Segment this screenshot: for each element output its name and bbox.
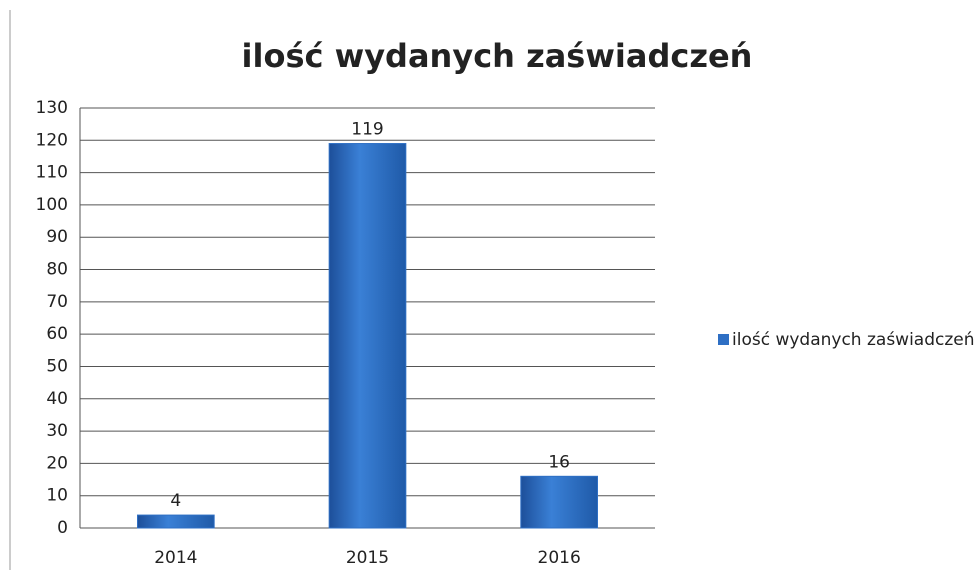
x-tick-label: 2014: [154, 548, 197, 568]
y-tick-label: 110: [36, 163, 68, 183]
y-tick-label: 30: [46, 421, 68, 441]
data-label: 4: [170, 491, 181, 511]
y-tick-label: 50: [46, 356, 68, 376]
bar: [520, 475, 598, 529]
x-tick-label: 2016: [538, 548, 581, 568]
y-tick-label: 80: [46, 260, 68, 280]
x-tick-label: 2015: [346, 548, 389, 568]
y-tick-label: 90: [46, 227, 68, 247]
legend-label: ilość wydanych zaświadczeń: [732, 330, 975, 350]
y-tick-label: 10: [46, 486, 68, 506]
legend-swatch: [718, 334, 729, 345]
y-tick-label: 60: [46, 324, 68, 344]
y-tick-label: 20: [46, 453, 68, 473]
y-tick-label: 100: [36, 195, 68, 215]
y-tick-label: 70: [46, 292, 68, 312]
chart-title: ilość wydanych zaświadczeń: [242, 37, 753, 75]
y-tick-label: 40: [46, 389, 68, 409]
y-tick-label: 130: [36, 98, 68, 118]
y-tick-label: 120: [36, 130, 68, 150]
bar: [137, 514, 215, 529]
y-tick-label: 0: [57, 518, 68, 538]
data-label: 119: [351, 120, 383, 140]
bar: [328, 143, 407, 529]
data-label: 16: [548, 452, 570, 472]
